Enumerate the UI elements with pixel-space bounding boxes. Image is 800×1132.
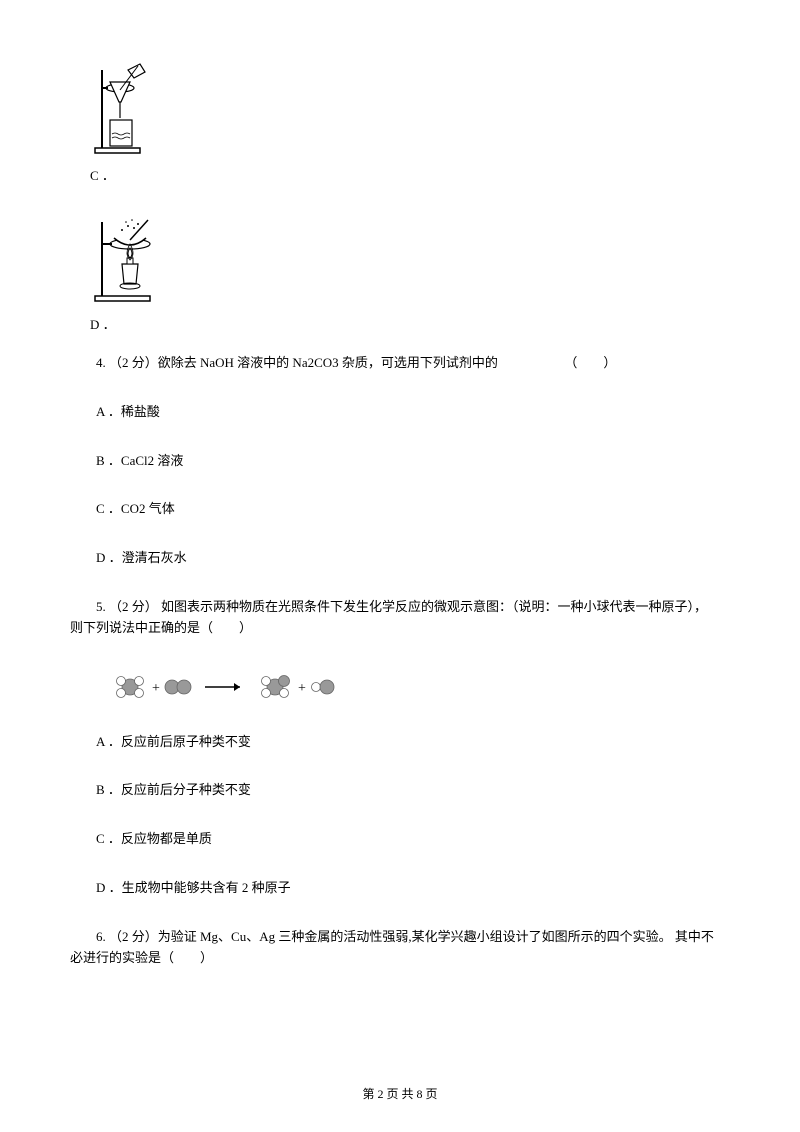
q4-option-d: D ．澄清石灰水: [70, 548, 730, 569]
page-footer: 第 2 页 共 8 页: [0, 1085, 800, 1102]
q5-option-d: D ．生成物中能够共含有 2 种原子: [70, 878, 730, 899]
page-content: C ． D ．: [0, 0, 800, 1036]
filtration-apparatus-icon: [90, 60, 160, 155]
q5-stem: 5. （2 分） 如图表示两种物质在光照条件下发生化学反应的微观示意图：（说明：…: [70, 597, 730, 639]
option-d-figure: [90, 204, 730, 304]
q6-stem: 6. （2 分）为验证 Mg、Cu、Ag 三种金属的活动性强弱,某化学兴趣小组设…: [70, 927, 730, 969]
option-c-figure: [90, 60, 730, 155]
reactant-2: [165, 680, 191, 694]
q5-option-a: A ．反应前后原子种类不变: [70, 732, 730, 753]
q4-option-b: B ．CaCl2 溶液: [70, 451, 730, 472]
option-d-label: D ．: [90, 314, 730, 333]
q5-stem-line1: 5. （2 分） 如图表示两种物质在光照条件下发生化学反应的微观示意图：（说明：…: [70, 597, 730, 618]
reactant-1: [117, 676, 144, 697]
q4-stem-text: 4. （2 分）欲除去 NaOH 溶液中的 Na2CO3 杂质，可选用下列试剂中…: [96, 355, 498, 370]
q4-option-a: A ．稀盐酸: [70, 402, 730, 423]
q4-paren: （ ）: [564, 355, 616, 370]
molecule-reaction-icon: + +: [110, 667, 390, 707]
q4-option-c: C ．CO2 气体: [70, 499, 730, 520]
q6-stem-line1: 6. （2 分）为验证 Mg、Cu、Ag 三种金属的活动性强弱,某化学兴趣小组设…: [70, 927, 730, 948]
q6-stem-line2: 必进行的实验是（ ）: [70, 948, 730, 969]
plus-2: +: [298, 681, 306, 696]
arrow-icon: [205, 683, 240, 691]
q4-stem: 4. （2 分）欲除去 NaOH 溶液中的 Na2CO3 杂质，可选用下列试剂中…: [70, 353, 730, 374]
q5-option-c: C ．反应物都是单质: [70, 829, 730, 850]
q5-molecule-diagram: + +: [110, 667, 730, 712]
q5-stem-line2: 则下列说法中正确的是（ ）: [70, 618, 730, 639]
option-c-label: C ．: [90, 165, 730, 184]
evaporation-apparatus-icon: [90, 204, 180, 304]
product-1: [262, 675, 290, 697]
q5-option-b: B ．反应前后分子种类不变: [70, 780, 730, 801]
plus-1: +: [152, 681, 160, 696]
product-2: [312, 680, 335, 694]
